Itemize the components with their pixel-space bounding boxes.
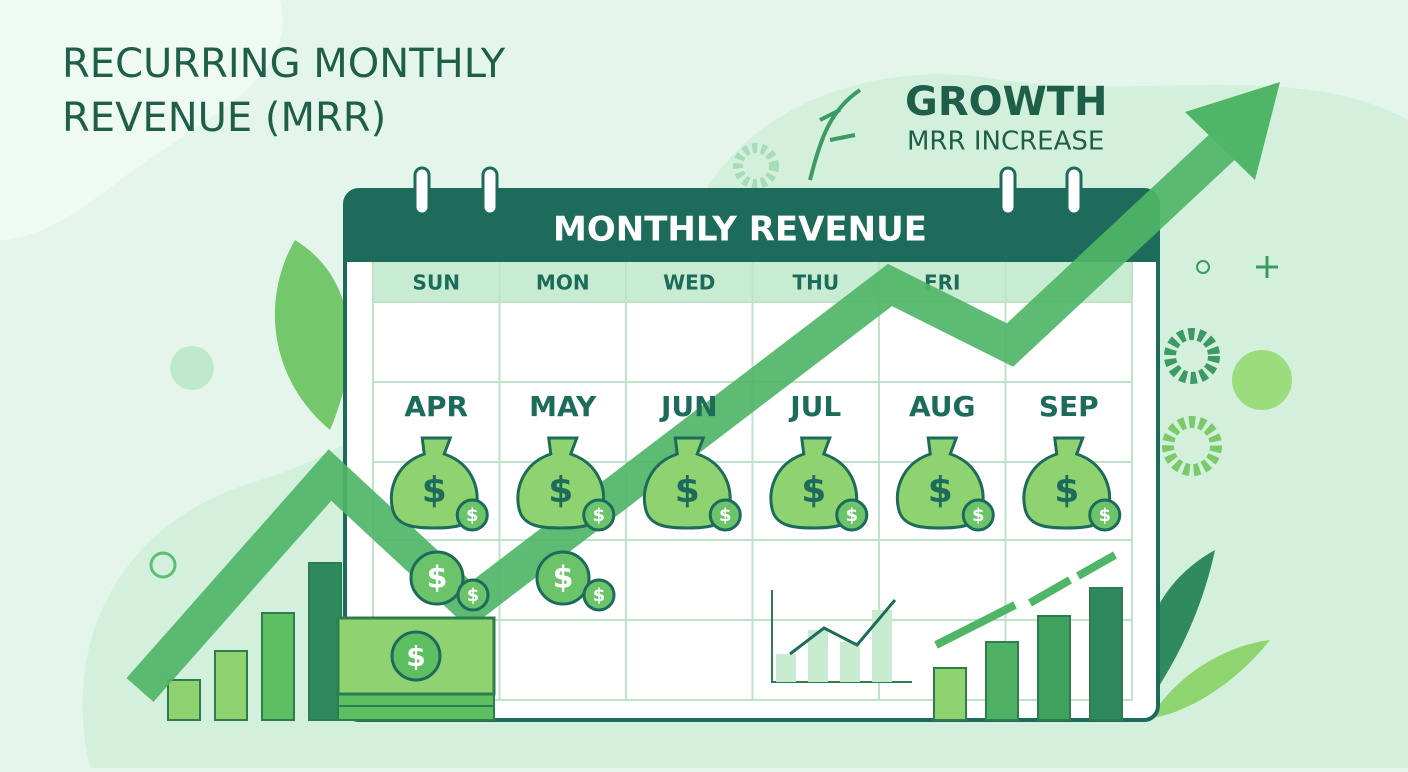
gear: [1164, 328, 1220, 384]
currency: $: [675, 470, 700, 511]
currency: $: [553, 561, 574, 596]
decor-bar: [308, 562, 342, 721]
decor-bar: [1037, 615, 1071, 721]
coin: [1088, 498, 1122, 532]
badge-title: GROWTH: [905, 79, 1108, 125]
binder-ring: [413, 166, 431, 216]
ring: [149, 551, 177, 579]
currency: $: [928, 470, 953, 511]
mini-bar: [776, 654, 796, 682]
currency: $: [427, 561, 448, 596]
dot: [170, 346, 214, 390]
coin: [390, 630, 442, 682]
leaf: [274, 240, 350, 430]
coin: [409, 550, 465, 606]
decor-bar: [985, 641, 1019, 721]
day-label: WED: [663, 271, 715, 295]
day-label: MON: [536, 271, 590, 295]
month-label: APR: [404, 390, 468, 423]
coin: [708, 498, 742, 532]
binder-ring: [481, 166, 499, 216]
month-label: AUG: [909, 390, 976, 423]
currency: $: [406, 640, 425, 673]
decor-bar: [214, 650, 248, 721]
currency: $: [593, 585, 606, 606]
coin: [535, 550, 591, 606]
arrow-head: [1185, 82, 1280, 180]
calendar-title: MONTHLY REVENUE: [553, 210, 927, 250]
plus: [1256, 256, 1278, 278]
money-bag: [642, 436, 732, 530]
coin: [582, 578, 616, 612]
gear: [733, 143, 779, 189]
money-bag: [1022, 436, 1112, 530]
leaf: [1143, 550, 1215, 700]
currency: $: [1054, 470, 1079, 511]
decor-bar: [167, 679, 201, 721]
month-label: JUN: [659, 390, 718, 423]
binder-ring: [999, 166, 1017, 216]
day-label: SUN: [413, 271, 460, 295]
month-label: SEP: [1039, 390, 1099, 423]
ring: [1196, 260, 1210, 274]
mini-arrows: [1028, 576, 1072, 607]
blob: [0, 0, 283, 240]
currency: $: [801, 470, 826, 511]
calendar-header: [345, 190, 1158, 262]
mini-bar: [840, 642, 860, 682]
decor-bar: [933, 667, 967, 721]
mini-bar: [872, 610, 892, 682]
currency: $: [467, 585, 480, 606]
decor-bar: [1089, 587, 1123, 721]
currency: $: [972, 505, 985, 526]
currency: $: [548, 470, 573, 511]
mini-bar: [808, 630, 828, 682]
dot: [1232, 350, 1292, 410]
coin: [961, 498, 995, 532]
title: RECURRING MONTHLY: [62, 41, 506, 87]
gear: [1162, 416, 1222, 476]
binder-ring: [1065, 166, 1083, 216]
money-bag: [389, 436, 479, 530]
currency: $: [845, 505, 858, 526]
day-label: THU: [792, 271, 839, 295]
month-label: MAY: [529, 390, 597, 423]
coin: [582, 498, 616, 532]
leaf: [1150, 640, 1270, 718]
decor-bar: [261, 612, 295, 721]
mini-line: [789, 599, 897, 656]
money-bag: [769, 436, 859, 530]
coin: [835, 498, 869, 532]
coin: [455, 498, 489, 532]
mini-arrows: [1076, 551, 1117, 580]
currency: $: [719, 505, 732, 526]
currency: $: [422, 470, 447, 511]
mini-arrows: [934, 601, 1017, 649]
currency: $: [1098, 505, 1111, 526]
mini-axis: [771, 590, 912, 683]
month-label: JUL: [788, 390, 841, 423]
title: REVENUE (MRR): [62, 95, 386, 141]
coin: [456, 578, 490, 612]
currency: $: [466, 505, 479, 526]
money-bag: [895, 436, 985, 530]
money-bag: [516, 436, 606, 530]
currency: $: [592, 505, 605, 526]
badge-subtitle: MRR INCREASE: [907, 127, 1104, 157]
sprig: [808, 88, 862, 181]
